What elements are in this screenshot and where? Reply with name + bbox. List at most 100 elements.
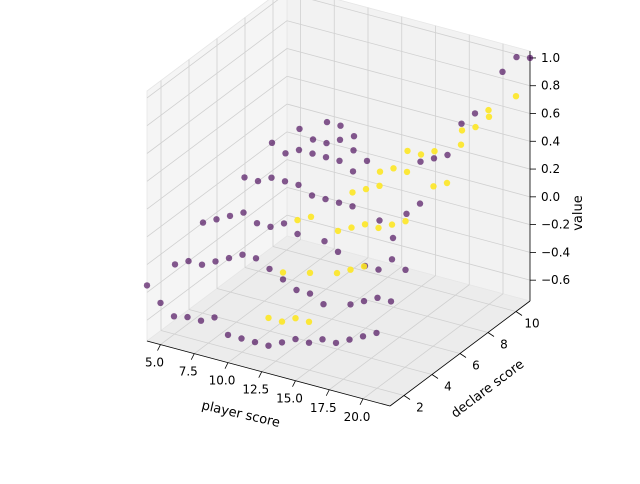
- z-tick-label: 1.0: [541, 51, 560, 65]
- data-point-yellow: [334, 227, 342, 235]
- grid-line-z-back: [286, 20, 531, 87]
- data-point-purple: [308, 192, 316, 199]
- data-point-yellow: [375, 224, 382, 232]
- data-point-purple: [444, 151, 451, 159]
- data-point-yellow: [376, 168, 384, 175]
- grid-line-z-left: [146, 0, 279, 99]
- grid-line-z-left: [146, 159, 288, 265]
- x-tick-mark: [224, 362, 229, 369]
- data-point-purple: [213, 216, 220, 223]
- z-tick-label: 0.4: [541, 134, 560, 148]
- data-point-purple: [319, 336, 326, 343]
- data-point-yellow: [512, 93, 520, 100]
- x-tick-label: 15.0: [276, 392, 303, 406]
- data-point-yellow: [307, 213, 315, 220]
- data-point-purple: [199, 219, 207, 226]
- data-point-purple: [238, 335, 245, 342]
- data-point-purple: [402, 266, 409, 273]
- data-point-yellow: [472, 123, 479, 131]
- data-point-purple: [241, 174, 248, 181]
- y-tick-label: 8: [500, 338, 508, 352]
- data-point-yellow: [417, 151, 425, 158]
- data-point-purple: [387, 298, 395, 305]
- z-tick-label: 0.6: [541, 107, 560, 121]
- data-point-yellow: [431, 148, 438, 155]
- data-point-purple: [171, 261, 179, 268]
- data-point-yellow: [362, 185, 370, 193]
- data-point-purple: [350, 147, 357, 154]
- data-point-purple: [279, 276, 287, 283]
- z-tick-label: 0.0: [541, 190, 560, 204]
- data-point-yellow: [360, 263, 368, 270]
- y-tick-label: 10: [524, 317, 539, 331]
- data-point-purple: [417, 158, 424, 165]
- data-point-purple: [225, 254, 233, 262]
- data-point-yellow: [294, 216, 301, 224]
- data-point-yellow: [265, 314, 272, 322]
- data-point-purple: [376, 217, 383, 224]
- x-tick-label: 17.5: [310, 401, 337, 415]
- data-point-purple: [224, 331, 232, 339]
- data-point-purple: [337, 122, 344, 129]
- data-point-purple: [309, 150, 316, 157]
- x-tick-label: 20.0: [344, 410, 371, 424]
- y-tick-mark: [403, 395, 411, 400]
- x-axis-line: [146, 340, 391, 407]
- data-point-yellow: [404, 147, 411, 155]
- data-point-purple: [335, 199, 343, 206]
- data-point-purple: [280, 220, 288, 227]
- data-point-purple: [332, 339, 340, 347]
- y-axis-label: declare score: [449, 357, 528, 421]
- data-point-purple: [268, 174, 275, 181]
- data-point-purple: [526, 54, 534, 62]
- data-point-yellow: [278, 318, 286, 325]
- data-point-purple: [305, 339, 313, 346]
- data-point-purple: [375, 266, 382, 273]
- data-point-purple: [292, 335, 299, 343]
- grid-line-z-left: [146, 48, 288, 154]
- data-point-purple: [499, 68, 506, 76]
- data-point-purple: [211, 314, 218, 321]
- data-point-purple: [388, 256, 396, 263]
- data-point-purple: [349, 203, 356, 210]
- data-point-purple: [336, 157, 343, 164]
- data-point-purple: [349, 168, 357, 175]
- data-point-yellow: [485, 113, 493, 121]
- data-point-purple: [240, 209, 247, 216]
- data-point-purple: [295, 146, 303, 154]
- data-point-yellow: [333, 269, 341, 277]
- grid-line-z-left: [146, 20, 288, 127]
- data-point-purple: [278, 339, 286, 346]
- data-point-yellow: [402, 218, 409, 225]
- x-tick-label: 7.5: [179, 365, 198, 379]
- x-tick-mark: [325, 389, 330, 396]
- data-point-purple: [430, 155, 438, 162]
- grid-line-z-back: [286, 159, 531, 225]
- data-point-purple: [323, 118, 331, 126]
- grid-line-z-left: [146, 214, 288, 321]
- grid-line-z-back: [286, 103, 531, 170]
- data-point-purple: [323, 139, 330, 147]
- z-tick-label: 0.8: [541, 79, 560, 93]
- data-point-purple: [322, 154, 330, 161]
- grid-line-z-back: [311, 0, 531, 59]
- data-point-purple: [374, 294, 381, 301]
- data-point-purple: [267, 223, 274, 230]
- data-point-yellow: [485, 106, 492, 114]
- data-points: [143, 53, 534, 349]
- data-point-yellow: [279, 269, 287, 276]
- data-point-purple: [294, 230, 301, 238]
- data-point-purple: [347, 301, 354, 308]
- data-point-purple: [334, 248, 342, 255]
- data-point-yellow: [361, 221, 369, 228]
- data-point-yellow: [390, 165, 397, 172]
- grid-line-y-floor: [216, 288, 461, 354]
- data-point-purple: [350, 133, 358, 140]
- data-point-purple: [296, 125, 303, 133]
- data-point-purple: [360, 297, 368, 305]
- x-tick-mark: [292, 380, 296, 387]
- data-point-yellow: [376, 182, 383, 189]
- z-tick-label: −0.2: [541, 218, 570, 232]
- z-axis-label: value: [571, 195, 586, 231]
